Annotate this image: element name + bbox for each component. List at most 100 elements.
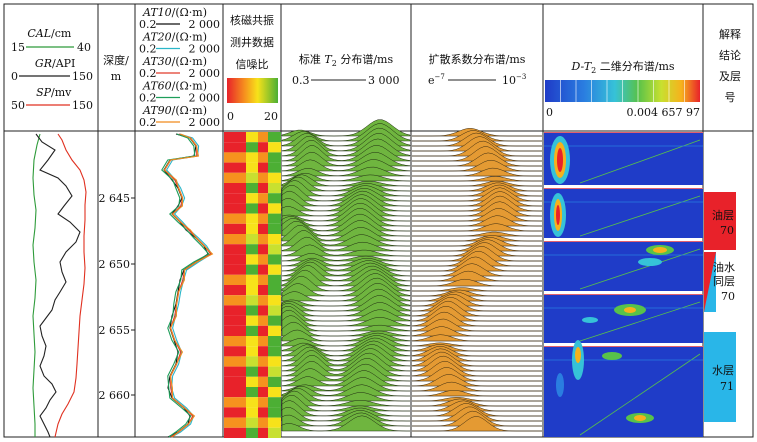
diffusion-trace <box>412 180 542 187</box>
res-curve-max-2: 2 000 <box>189 67 221 80</box>
t2-trace <box>281 202 410 222</box>
snr-cell <box>224 254 246 265</box>
diffusion-trace <box>411 334 542 342</box>
t2-spectra <box>281 119 411 432</box>
t2-trace <box>281 166 411 177</box>
res-curve-max-0: 2 000 <box>189 18 221 31</box>
snr-cell <box>268 264 281 275</box>
snr-cell <box>258 387 268 398</box>
diffusion-trace <box>411 326 542 337</box>
diffusion-trace <box>412 191 542 207</box>
snr-cell <box>246 336 258 347</box>
diffusion-trace <box>412 287 542 292</box>
zone-oil-water-box <box>716 252 736 312</box>
snr-cell <box>258 162 268 173</box>
snr-cell <box>224 213 246 224</box>
snr-cell <box>246 356 258 367</box>
diffusion-trace <box>411 381 542 392</box>
snr-cell <box>258 132 268 143</box>
snr-cell <box>268 183 281 194</box>
gr-max: 150 <box>72 70 93 83</box>
snr-cell <box>268 346 281 357</box>
interp-title-3: 及层 <box>719 70 741 83</box>
depth-label: 深度/ <box>103 53 129 67</box>
res-curve-max-1: 2 000 <box>189 43 221 56</box>
diffusion-trace <box>412 140 542 157</box>
snr-cell <box>246 152 258 163</box>
depth-unit: m <box>111 70 122 83</box>
t2-title: 标准 T2 分布谱/ms <box>299 52 394 68</box>
snr-cell <box>268 336 281 347</box>
diffusion-header: 扩散系数分布谱/ms e−7 10−3 <box>428 52 526 87</box>
snr-cell <box>246 305 258 316</box>
snr-cell <box>224 183 246 194</box>
snr-cell <box>224 285 246 296</box>
diffusion-trace <box>412 256 542 272</box>
snr-cell <box>224 387 246 398</box>
snr-cell <box>268 427 281 438</box>
snr-cell <box>258 397 268 408</box>
dt2-signal-blob <box>557 148 563 172</box>
snr-cell <box>268 172 281 183</box>
snr-cell <box>246 285 258 296</box>
snr-cell <box>224 152 246 163</box>
dt2-signal-blob <box>653 247 667 253</box>
snr-cell <box>246 397 258 408</box>
snr-cell <box>268 254 281 265</box>
snr-cell <box>224 376 246 387</box>
dt2-panel <box>544 241 703 291</box>
snr-cell <box>268 376 281 387</box>
interpretation-header: 解释 结论 及层 号 <box>719 27 741 104</box>
snr-cell <box>224 193 246 204</box>
snr-cell <box>224 132 246 143</box>
sp-unit: /mv <box>51 86 72 99</box>
snr-cell <box>268 315 281 326</box>
dt2-max: 0.004 657 97 <box>627 106 700 119</box>
interpretation-zones: 油层 70 油水 同层 70 水层 71 <box>704 192 736 422</box>
diffusion-trace <box>411 374 542 387</box>
snr-cell <box>246 325 258 336</box>
diffusion-trace <box>412 223 542 232</box>
snr-cell <box>246 132 258 143</box>
zone-oil-water-number: 70 <box>721 290 735 303</box>
res-curve-4 <box>163 133 214 438</box>
diffusion-trace <box>411 342 542 347</box>
snr-cell <box>246 203 258 214</box>
snr-cell <box>268 295 281 306</box>
t2-trace <box>281 244 410 257</box>
snr-cell <box>224 356 246 367</box>
snr-cell <box>258 234 268 245</box>
diffusion-trace <box>412 182 542 192</box>
t2-trace <box>281 172 411 182</box>
t2-trace <box>281 180 411 197</box>
gr-name: GR <box>35 57 52 70</box>
depth-header: 深度/ m <box>103 53 129 83</box>
snr-cell <box>224 142 246 153</box>
snr-cell <box>258 274 268 285</box>
zone-oil-number: 70 <box>720 224 734 237</box>
gr-unit: /API <box>52 57 75 70</box>
diffusion-trace <box>412 176 542 182</box>
snr-cell <box>268 387 281 398</box>
cal-min: 15 <box>11 41 25 54</box>
snr-cell <box>268 417 281 428</box>
dt2-panel <box>544 346 703 437</box>
snr-cell <box>246 346 258 357</box>
snr-cell <box>246 264 258 275</box>
snr-cell <box>224 346 246 357</box>
diffusion-trace <box>412 390 542 397</box>
res-curve-min-0: 0.2 <box>139 18 157 31</box>
t2-min: 0.3 <box>292 74 310 87</box>
diffusion-trace <box>412 152 542 167</box>
diffusion-trace <box>412 278 542 287</box>
diffusion-title: 扩散系数分布谱/ms <box>429 52 526 66</box>
snr-cell <box>246 172 258 183</box>
snr-cell <box>258 213 268 224</box>
dt2-scale-ticks <box>560 80 685 102</box>
snr-cell <box>224 427 246 438</box>
diffusion-min: e−7 <box>428 73 445 87</box>
diffusion-trace <box>412 201 542 217</box>
gr-min: 0 <box>11 70 18 83</box>
snr-cell <box>224 295 246 306</box>
sp-curve <box>54 133 87 438</box>
